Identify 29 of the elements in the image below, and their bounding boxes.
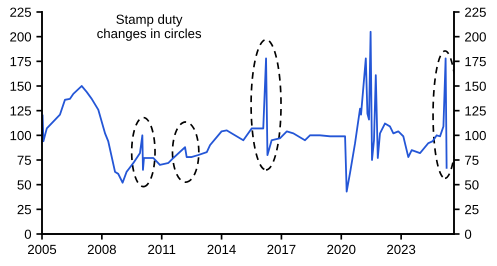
x-tick-label: 2005 <box>28 244 56 254</box>
x-tick-label: 2011 <box>148 244 176 254</box>
y-tick-label: 125 <box>10 106 32 116</box>
y2-tick-label: 75 <box>465 156 479 165</box>
y-tick-label: 50 <box>17 180 32 190</box>
y2-tick-label: 100 <box>465 130 486 140</box>
y-tick-label: 100 <box>10 130 32 140</box>
y-tick-label: 75 <box>18 156 32 165</box>
y2-tick-label: 175 <box>465 57 486 66</box>
y-tick-label: 175 <box>10 57 32 66</box>
y-tick-label: 225 <box>10 8 32 17</box>
x-tick-label: 2020 <box>327 244 356 254</box>
y2-tick-label: 200 <box>465 32 486 42</box>
y-tick-label: 0 <box>24 230 32 239</box>
y-tick-label: 200 <box>10 32 32 42</box>
y2-tick-label: 225 <box>465 8 486 17</box>
y2-tick-label: 50 <box>464 180 479 190</box>
y2-tick-label: 0 <box>464 230 472 239</box>
y2-tick-label: 125 <box>465 106 486 116</box>
y2-tick-label: 150 <box>465 82 486 91</box>
y-tick-label: 25 <box>18 204 32 214</box>
y2-tick-label: 25 <box>465 204 479 214</box>
x-tick-label: 2017 <box>267 244 296 254</box>
x-tick-label: 2014 <box>208 244 236 254</box>
x-tick-label: 2008 <box>88 244 116 254</box>
y-tick-label: 150 <box>10 82 32 91</box>
x-tick-label: 2023 <box>387 244 416 254</box>
line-series <box>42 30 448 192</box>
annotation: Stamp duty changes in circles <box>97 14 202 41</box>
